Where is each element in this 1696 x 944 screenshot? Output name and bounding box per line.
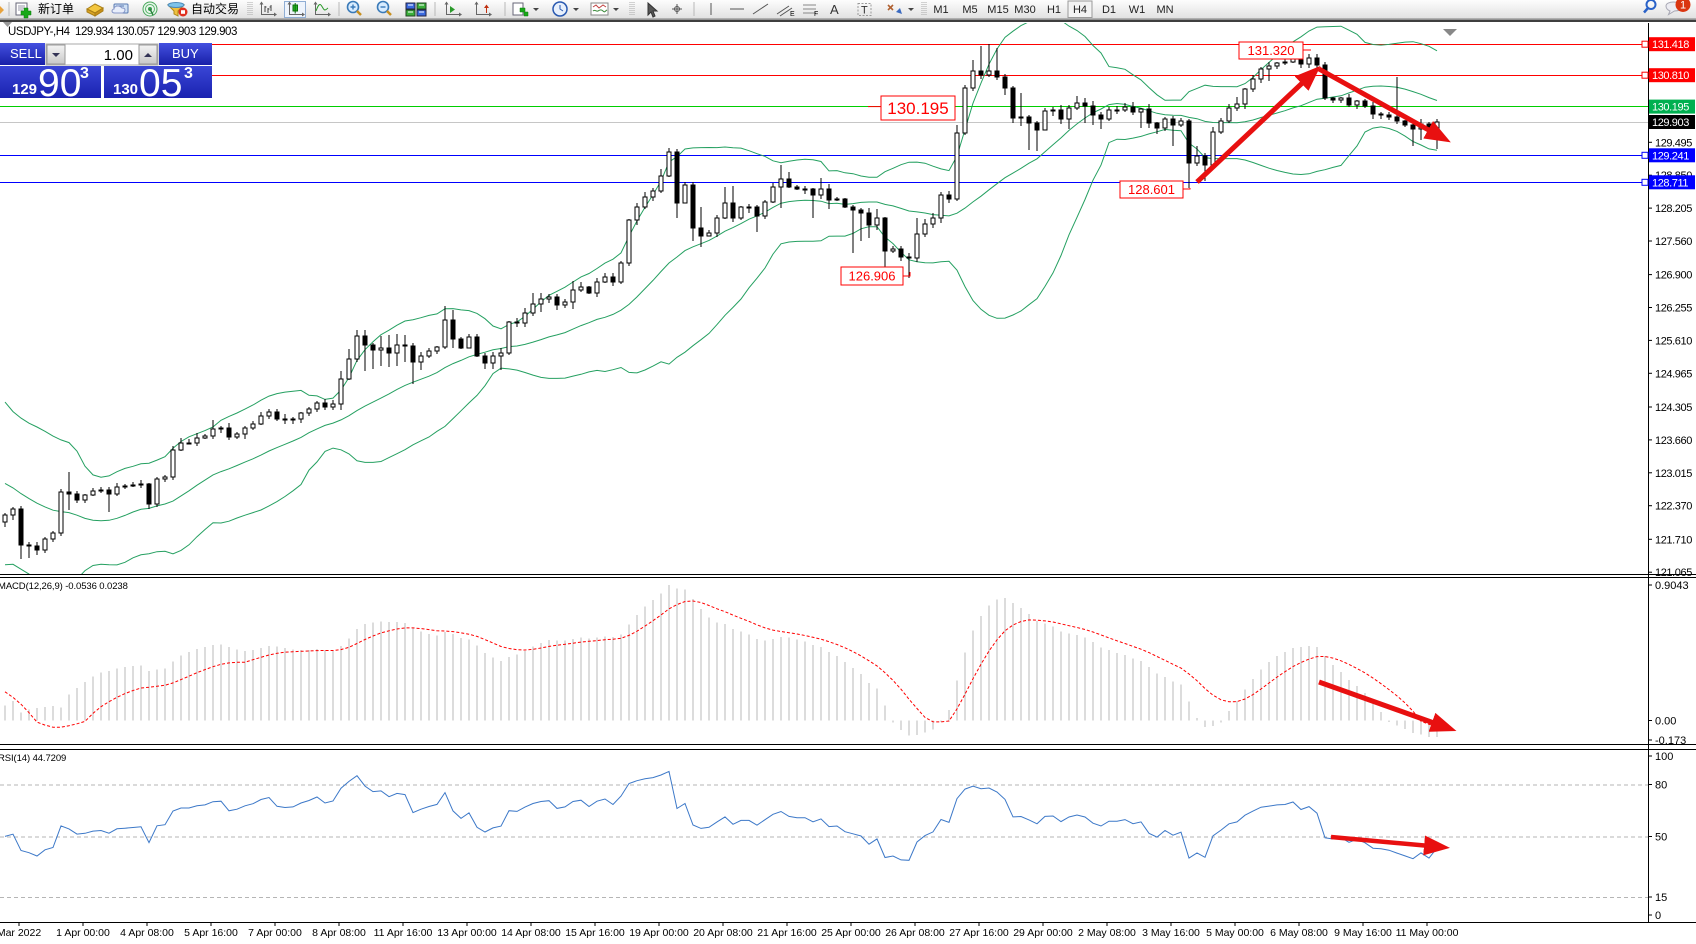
svg-text:90: 90 (38, 62, 81, 105)
svg-text:5 May 00:00: 5 May 00:00 (1206, 927, 1264, 939)
svg-text:H1: H1 (1047, 4, 1061, 16)
svg-text:128.601: 128.601 (1128, 182, 1175, 197)
svg-text:14 Apr 08:00: 14 Apr 08:00 (501, 927, 561, 939)
svg-text:3: 3 (80, 65, 89, 82)
svg-text:1 Apr 00:00: 1 Apr 00:00 (56, 927, 110, 939)
svg-text:新订单: 新订单 (38, 1, 74, 16)
svg-text:19 Apr 00:00: 19 Apr 00:00 (629, 927, 689, 939)
svg-text:130: 130 (113, 81, 138, 98)
svg-text:21 Apr 16:00: 21 Apr 16:00 (757, 927, 817, 939)
svg-text:80: 80 (1655, 780, 1667, 792)
svg-text:123.015: 123.015 (1655, 468, 1692, 480)
svg-text:122.370: 122.370 (1655, 501, 1692, 513)
svg-text:15 Apr 16:00: 15 Apr 16:00 (565, 927, 625, 939)
svg-text:M5: M5 (962, 4, 977, 16)
svg-text:126.900: 126.900 (1655, 270, 1692, 282)
svg-text:128.711: 128.711 (1652, 177, 1688, 189)
svg-text:M30: M30 (1014, 4, 1035, 16)
svg-text:20 Apr 08:00: 20 Apr 08:00 (693, 927, 753, 939)
svg-text:9 May 16:00: 9 May 16:00 (1334, 927, 1392, 939)
svg-text:125.610: 125.610 (1655, 335, 1692, 347)
svg-text:D1: D1 (1102, 4, 1116, 16)
svg-text:MACD(12,26,9) -0.0536 0.0238: MACD(12,26,9) -0.0536 0.0238 (0, 581, 128, 592)
svg-text:129.495: 129.495 (1655, 137, 1692, 149)
svg-text:5 Apr 16:00: 5 Apr 16:00 (184, 927, 238, 939)
svg-text:E: E (790, 11, 795, 18)
svg-text:0.9043: 0.9043 (1655, 580, 1689, 592)
svg-text:29 Apr 00:00: 29 Apr 00:00 (1013, 927, 1073, 939)
svg-text:F: F (814, 11, 818, 18)
svg-text:USDJPY-,H4 129.934 130.057 12: USDJPY-,H4 129.934 130.057 129.903 129.9… (8, 26, 237, 38)
svg-text:0.00: 0.00 (1655, 716, 1676, 728)
svg-text:3 May 16:00: 3 May 16:00 (1142, 927, 1200, 939)
svg-text:2 May 08:00: 2 May 08:00 (1078, 927, 1136, 939)
svg-text:A: A (830, 2, 839, 17)
svg-text:100: 100 (1655, 751, 1673, 763)
svg-text:126.906: 126.906 (849, 269, 896, 284)
svg-text:BUY: BUY (172, 46, 199, 61)
svg-text:SELL: SELL (10, 46, 42, 61)
svg-text:129: 129 (12, 81, 37, 98)
svg-text:131.320: 131.320 (1248, 43, 1295, 58)
svg-text:13 Apr 00:00: 13 Apr 00:00 (437, 927, 497, 939)
svg-text:M1: M1 (933, 4, 948, 16)
svg-text:15: 15 (1655, 892, 1667, 904)
svg-text:8 Apr 08:00: 8 Apr 08:00 (312, 927, 366, 939)
svg-text:121.065: 121.065 (1655, 567, 1692, 579)
svg-text:27 Apr 16:00: 27 Apr 16:00 (949, 927, 1009, 939)
svg-text:0: 0 (1655, 910, 1661, 922)
svg-text:MN: MN (1156, 4, 1173, 16)
svg-text:RSI(14) 44.7209: RSI(14) 44.7209 (0, 753, 66, 764)
svg-text:124.305: 124.305 (1655, 402, 1692, 414)
svg-text:123.660: 123.660 (1655, 435, 1692, 447)
svg-text:11 May 00:00: 11 May 00:00 (1396, 927, 1459, 939)
svg-text:1.00: 1.00 (104, 47, 133, 64)
svg-text:W1: W1 (1129, 4, 1146, 16)
svg-text:H4: H4 (1073, 4, 1087, 16)
svg-text:130.810: 130.810 (1652, 70, 1689, 82)
svg-text:7 Apr 00:00: 7 Apr 00:00 (248, 927, 302, 939)
svg-text:6 May 08:00: 6 May 08:00 (1270, 927, 1328, 939)
svg-text:1: 1 (1680, 0, 1686, 12)
svg-text:Mar 2022: Mar 2022 (0, 927, 41, 939)
svg-text:130.195: 130.195 (1652, 102, 1689, 114)
svg-text:25 Apr 00:00: 25 Apr 00:00 (821, 927, 881, 939)
svg-text:128.205: 128.205 (1655, 203, 1692, 215)
svg-text:4 Apr 08:00: 4 Apr 08:00 (120, 927, 174, 939)
svg-text:11 Apr 16:00: 11 Apr 16:00 (374, 927, 433, 939)
svg-text:26 Apr 08:00: 26 Apr 08:00 (885, 927, 945, 939)
svg-text:129.903: 129.903 (1652, 117, 1689, 129)
svg-text:M15: M15 (987, 4, 1008, 16)
svg-text:3: 3 (184, 65, 193, 82)
svg-text:自动交易: 自动交易 (191, 1, 239, 16)
svg-text:129.241: 129.241 (1652, 150, 1689, 162)
svg-text:121.710: 121.710 (1655, 534, 1692, 546)
svg-text:130.195: 130.195 (887, 99, 948, 118)
svg-text:131.418: 131.418 (1652, 39, 1689, 51)
svg-text:50: 50 (1655, 832, 1667, 844)
svg-text:05: 05 (139, 62, 182, 105)
svg-text:T: T (861, 5, 868, 17)
svg-text:127.560: 127.560 (1655, 236, 1692, 248)
svg-text:-0.173: -0.173 (1655, 735, 1686, 747)
svg-text:124.965: 124.965 (1655, 368, 1692, 380)
svg-text:126.255: 126.255 (1655, 303, 1692, 315)
